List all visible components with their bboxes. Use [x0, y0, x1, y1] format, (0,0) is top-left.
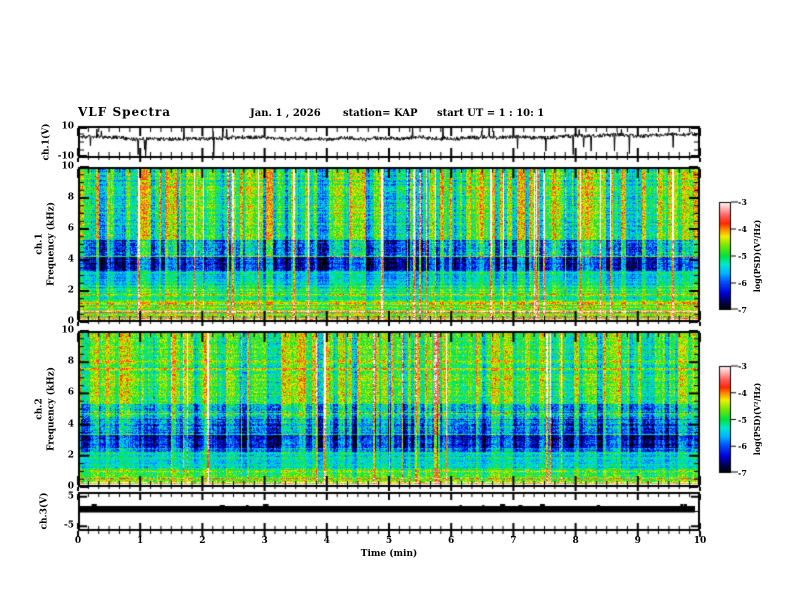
spec2-ytick-label: 10: [61, 325, 74, 336]
x-tick-label: 8: [572, 536, 579, 546]
colorbar1-tick-label: -3: [738, 197, 747, 207]
x-tick-label: 7: [510, 536, 517, 546]
ch1-frequency-axis-label: Frequency (kHz): [46, 201, 57, 287]
spec2-ytick-label: 2: [67, 450, 74, 461]
spec1-ytick-label: 10: [61, 161, 74, 172]
x-tick-label: 0: [74, 536, 82, 546]
spec1-ytick-label: 0: [67, 316, 74, 327]
colorbar2-tick-label: -7: [738, 468, 747, 478]
x-axis-title: Time (min): [360, 549, 418, 559]
x-tick-label: 2: [199, 536, 206, 546]
x-tick-label: 6: [448, 536, 455, 546]
colorbar2-tick-label: -5: [738, 414, 747, 425]
header-date: Jan. 1 , 2026: [250, 108, 321, 119]
colorbar1-tick-label: -6: [738, 278, 747, 288]
colorbar2-tick-label: -3: [738, 361, 747, 371]
ch1-channel-label: ch.1: [34, 233, 45, 255]
header-station: station= KAP: [343, 108, 418, 119]
spec1-ytick-label: 2: [67, 285, 74, 296]
ch1v-ytick-label: 10: [61, 121, 74, 132]
x-tick-label: 5: [385, 536, 393, 546]
ch2-channel-label: ch.2: [34, 398, 45, 420]
colorbar1-label: log(PSD)(V²/Hz): [752, 219, 762, 293]
ch1v-ytick-label: -10: [57, 151, 74, 162]
spec1-ytick-label: 6: [67, 223, 74, 234]
x-tick-label: 1: [137, 536, 144, 546]
spec2-ytick-label: 8: [67, 356, 74, 367]
ch3v-ytick-label: -5: [64, 520, 74, 531]
ch2-frequency-axis-label: Frequency (kHz): [46, 366, 57, 452]
spec1-ytick-label: 8: [67, 192, 74, 203]
ch3v-ytick-label: 5: [67, 491, 74, 502]
x-tick-label: 10: [693, 536, 707, 546]
ch3-voltage-axis-label: ch.3(V): [39, 492, 50, 530]
colorbar2-tick-label: -4: [738, 387, 747, 398]
spec2-ytick-label: 0: [67, 481, 74, 492]
colorbar2-tick-label: -6: [738, 441, 747, 452]
spec1-ytick-label: 4: [67, 254, 74, 265]
x-tick-label: 4: [323, 536, 330, 546]
figure-title: VLF Spectra: [78, 105, 172, 119]
colorbar1-tick-label: -7: [738, 305, 747, 315]
header-start-ut: start UT = 1 : 10: 1: [437, 108, 545, 119]
ch1-voltage-axis-label: ch.1(V): [41, 123, 52, 161]
spec2-ytick-label: 6: [67, 387, 74, 398]
colorbar1-tick-label: -4: [738, 224, 747, 234]
x-tick-label: 3: [261, 536, 268, 546]
spec2-ytick-label: 4: [67, 419, 74, 430]
x-tick-label: 9: [634, 536, 641, 546]
colorbar1-tick-label: -5: [738, 251, 747, 261]
colorbar2-label: log(PSD)(V²/Hz): [752, 382, 762, 456]
